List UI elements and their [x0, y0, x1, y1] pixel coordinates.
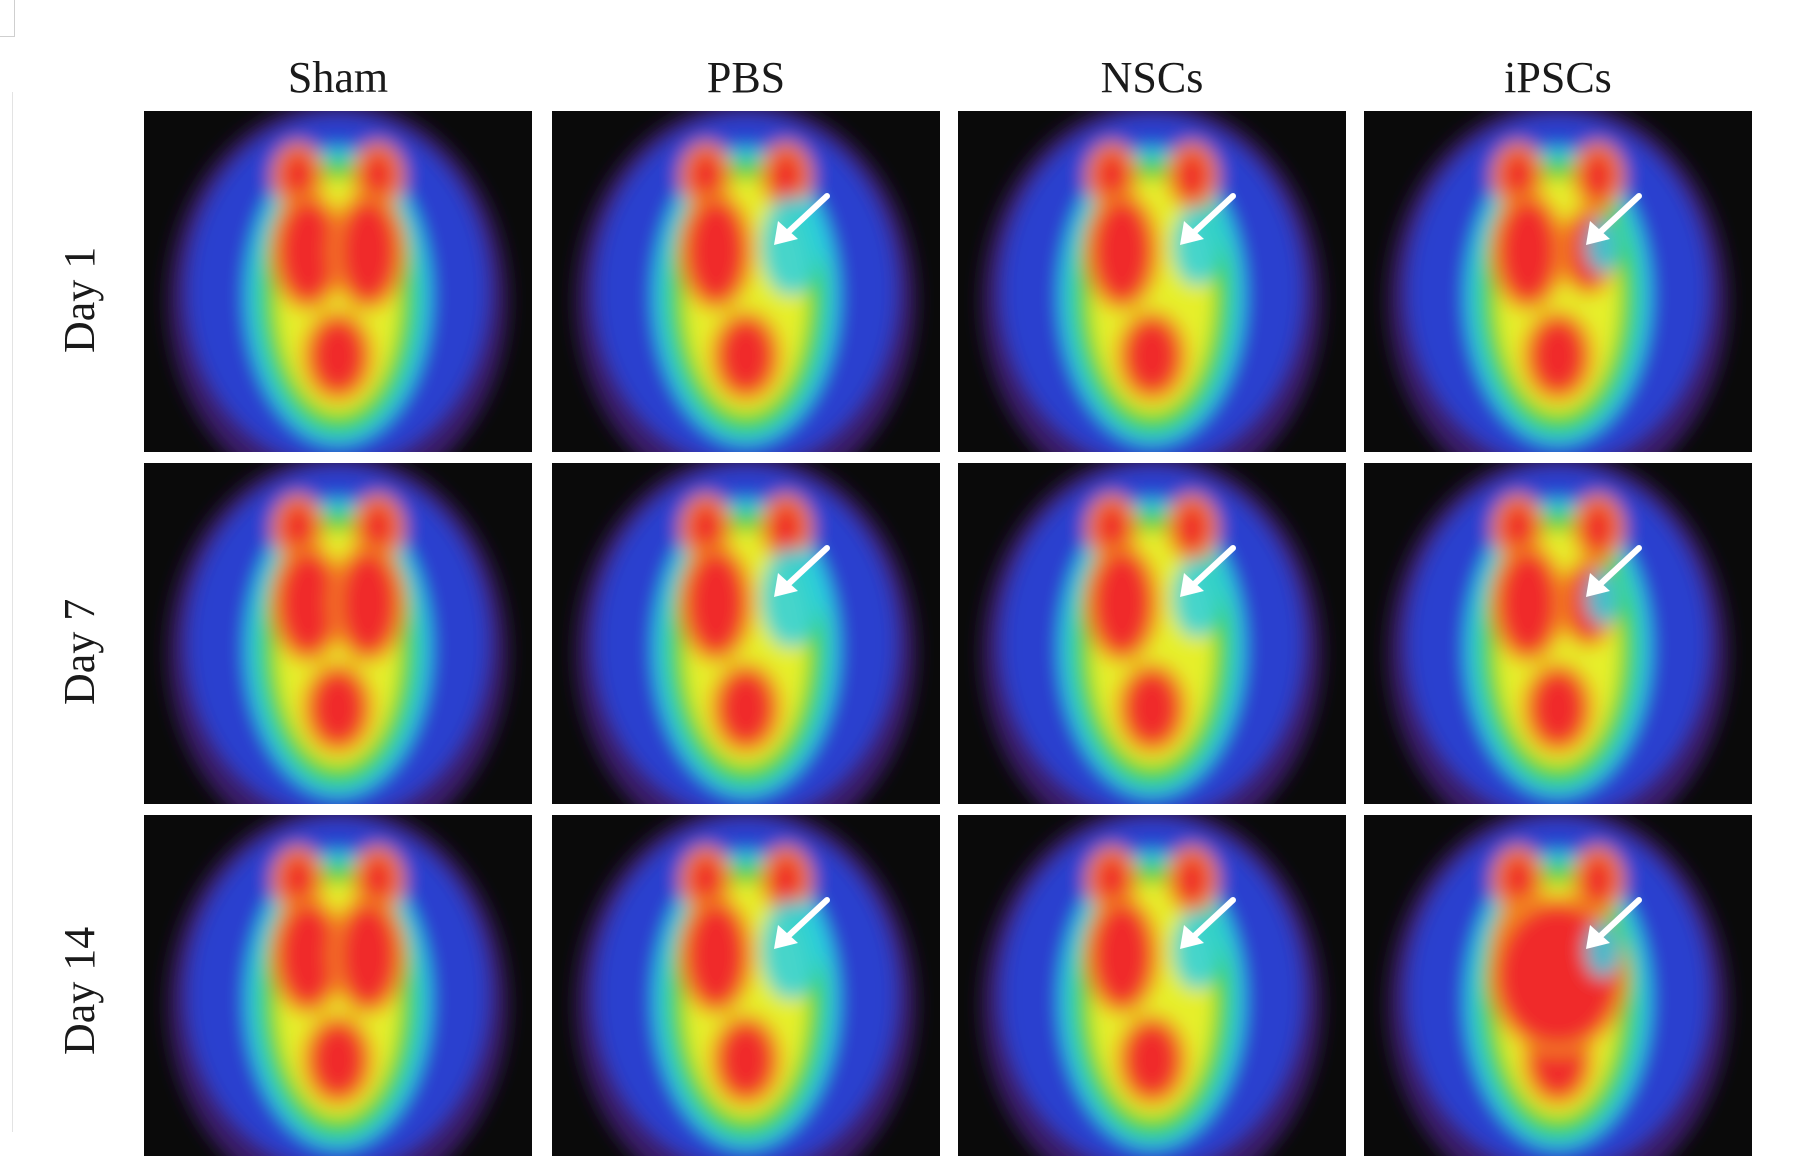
pet-panel-nscs-day-7: [958, 463, 1346, 804]
pet-panel-pbs-day-7: [552, 463, 940, 804]
lesion-arrow-icon: [1586, 193, 1642, 245]
lesion-arrow-icon: [1180, 193, 1236, 245]
pet-panel-sham-day-7: [144, 463, 532, 804]
column-header-pbs: PBS: [706, 53, 786, 102]
lesion-arrow-icon: [1180, 545, 1236, 597]
row-label-day-1: Day 1: [55, 246, 104, 353]
lesion-arrow-icon: [774, 545, 830, 597]
row-label-day-7: Day 7: [55, 598, 104, 705]
lesion-arrow-icon: [774, 193, 830, 245]
pet-panel-nscs-day-1: [958, 111, 1346, 452]
pet-panel-ipscs-day-7: [1364, 463, 1752, 804]
pet-panel-pbs-day-14: [552, 815, 940, 1156]
column-header-nscs: NSCs: [1100, 53, 1204, 102]
lesion-arrow-icon: [1586, 545, 1642, 597]
pet-panel-ipscs-day-1: [1364, 111, 1752, 452]
edge-divider: [12, 92, 13, 1132]
pet-panel-ipscs-day-14: [1364, 815, 1752, 1156]
window-corner-mark: [0, 0, 15, 37]
pet-panel-nscs-day-14: [958, 815, 1346, 1156]
row-label-day-14: Day 14: [55, 926, 104, 1055]
pet-panel-sham-day-14: [144, 815, 532, 1156]
lesion-arrow-icon: [1180, 897, 1236, 949]
pet-panel-sham-day-1: [144, 111, 532, 452]
column-header-sham: Sham: [287, 53, 389, 102]
pet-panel-pbs-day-1: [552, 111, 940, 452]
lesion-arrow-icon: [1586, 897, 1642, 949]
lesion-arrow-icon: [774, 897, 830, 949]
column-header-ipscs: iPSCs: [1504, 53, 1612, 102]
